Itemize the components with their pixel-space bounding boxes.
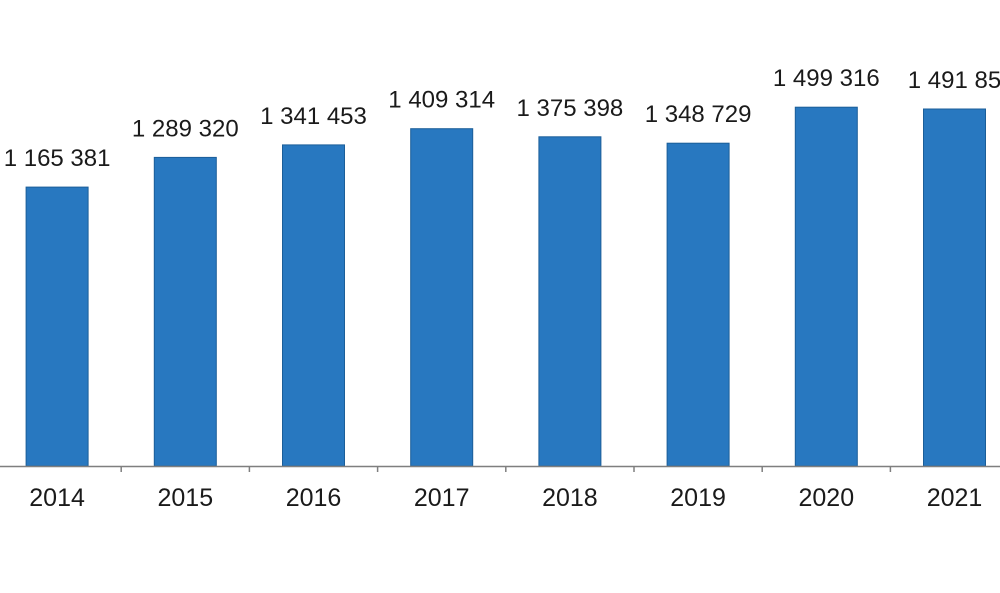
bar-2018 <box>538 136 602 467</box>
data-labels-group: 1 165 381 1 289 320 1 341 453 1 409 314 1 37… <box>4 65 1000 172</box>
x-tick-label-2017: 2017 <box>414 484 470 512</box>
data-label-2021: 1 491 85 <box>908 67 1000 94</box>
x-tick-label-2020: 2020 <box>798 484 854 512</box>
x-tick-label-2015: 2015 <box>157 484 213 512</box>
bar-2017 <box>410 128 474 467</box>
bar-2019 <box>666 142 730 467</box>
data-label-2018: 1 375 398 <box>517 95 624 122</box>
x-tick-label-2016: 2016 <box>286 484 342 512</box>
bars-group <box>25 106 986 467</box>
data-label-2015: 1 289 320 <box>132 115 239 142</box>
bar-2015 <box>153 156 217 467</box>
x-tick-label-2021: 2021 <box>927 484 983 512</box>
bar-2016 <box>282 144 345 467</box>
data-label-2020: 1 499 316 <box>773 65 880 92</box>
bar-2020 <box>794 106 858 467</box>
data-label-2014: 1 165 381 <box>4 145 111 172</box>
x-tick-label-2018: 2018 <box>542 484 598 512</box>
data-label-2017: 1 409 314 <box>388 87 495 114</box>
x-tick-label-2014: 2014 <box>29 484 85 512</box>
bar-2014 <box>25 186 89 467</box>
x-tick-label-2019: 2019 <box>670 484 726 512</box>
bar-2021 <box>923 108 986 467</box>
data-label-2016: 1 341 453 <box>260 103 367 130</box>
x-axis: 2014 2015 2016 2017 2018 2019 2020 2021 <box>0 465 1000 512</box>
data-label-2019: 1 348 729 <box>645 101 752 128</box>
